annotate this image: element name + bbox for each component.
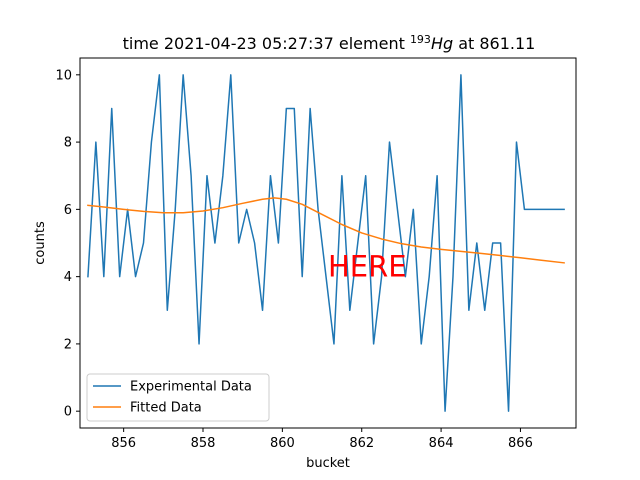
series-1 <box>87 197 565 264</box>
x-tick-label: 856 <box>111 436 136 451</box>
x-tick-label: 862 <box>349 436 374 451</box>
x-tick-label: 866 <box>508 436 533 451</box>
plot-frame <box>79 57 577 429</box>
y-tick-label: 6 <box>64 203 72 218</box>
annotation-layer: HERE <box>328 250 407 284</box>
x-axis-label: bucket <box>306 456 350 471</box>
legend: Experimental Data Fitted Data <box>86 373 270 422</box>
annotation-label: HERE <box>328 250 407 284</box>
title-isotope-symbol: Hg <box>431 34 453 53</box>
title-isotope-mass: 193 <box>410 33 431 46</box>
series-0 <box>87 74 565 412</box>
x-tick-label: 858 <box>191 436 216 451</box>
chart-title: time 2021-04-23 05:27:37 element 193Hg a… <box>123 33 536 54</box>
title-suffix: at 861.11 <box>453 34 535 53</box>
y-tick-label: 4 <box>64 270 72 285</box>
x-tick-label: 860 <box>270 436 295 451</box>
x-tick-label: 864 <box>429 436 454 451</box>
series-line-1 <box>87 197 565 264</box>
y-tick-label: 2 <box>64 337 72 352</box>
legend-box <box>86 373 270 422</box>
y-tick-label: 0 <box>64 405 72 420</box>
x-axis-ticks: 856 858 860 862 864 866 <box>111 428 533 451</box>
y-tick-label: 10 <box>55 68 72 83</box>
legend-label: Experimental Data <box>130 380 252 395</box>
legend-label: Fitted Data <box>130 401 202 416</box>
y-axis-ticks: 0 2 4 6 8 10 <box>55 68 80 420</box>
series-layer <box>87 74 565 412</box>
y-tick-label: 8 <box>64 136 72 151</box>
y-axis-label: counts <box>33 221 48 265</box>
title-prefix: time 2021-04-23 05:27:37 element <box>123 34 410 53</box>
